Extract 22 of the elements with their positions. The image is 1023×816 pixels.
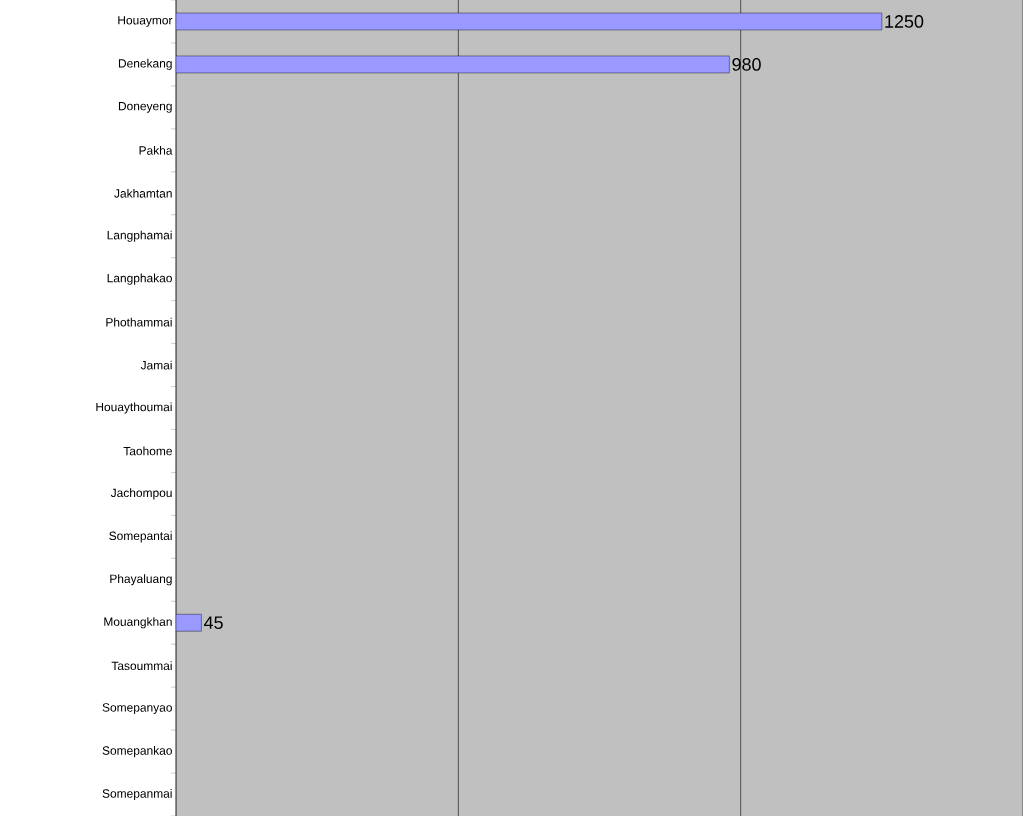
y-tick-label: Tasoummai [111, 661, 172, 671]
y-tick-label: Somepanyao [102, 703, 172, 715]
y-tick-label: Somepankao [102, 746, 172, 758]
y-tick-label: Phothammai [106, 317, 172, 327]
y-tick-label: Jamai [140, 360, 172, 370]
data-label: 980 [732, 58, 761, 71]
y-tick-label: Langphakao [107, 273, 172, 285]
y-tick-label: Phayaluang [110, 574, 172, 586]
y-tick-label: Taohome [123, 446, 172, 456]
data-label: 1250 [885, 15, 924, 28]
y-tick-label: Langphamai [107, 230, 172, 242]
y-tick-label: Doneyeng [118, 102, 172, 113]
y-tick-label: Mouangkhan [104, 617, 172, 629]
y-tick-label: Somepanmai [102, 788, 172, 801]
y-tick-label: Pakha [139, 145, 173, 155]
y-tick-label: Denekang [118, 58, 172, 70]
y-tick-label: Houaymor [118, 16, 173, 27]
y-tick-label: Jakhamtan [114, 188, 172, 198]
y-tick-label: Somepantai [109, 531, 172, 543]
y-tick-label: Jachompou [110, 488, 172, 500]
data-label: 45 [204, 616, 223, 629]
y-tick-label: Houaythoumai [96, 402, 172, 414]
